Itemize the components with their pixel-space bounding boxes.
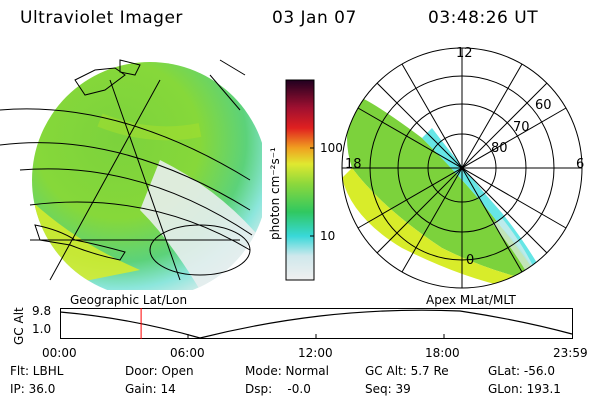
geographic-auroral-image bbox=[0, 59, 262, 290]
timeline-ylabel: GC Alt bbox=[12, 307, 26, 345]
timeline-xtick-1: 06:00 bbox=[170, 346, 205, 360]
glon-info: GLon: 193.1 bbox=[488, 382, 561, 396]
timeline-xtick-0: 00:00 bbox=[42, 346, 77, 360]
timeline-ticks bbox=[187, 334, 445, 339]
mlat-label-70: 70 bbox=[513, 120, 530, 135]
timeline-left-title: Geographic Lat/Lon bbox=[70, 293, 188, 307]
app-title: Ultraviolet Imager bbox=[20, 8, 183, 28]
mlt-label-12: 12 bbox=[456, 46, 473, 61]
mlt-label-6: 6 bbox=[576, 157, 585, 172]
gain-info: Gain: 14 bbox=[125, 382, 176, 396]
gc-alt-info: GC Alt: 5.7 Re bbox=[365, 364, 449, 378]
graticule-lines bbox=[0, 59, 253, 281]
timeline-xtick-2: 12:00 bbox=[298, 346, 333, 360]
polar-grid bbox=[341, 47, 583, 289]
colorbar-gradient bbox=[285, 79, 315, 281]
colorbar bbox=[285, 79, 315, 281]
mlat-label-80: 80 bbox=[491, 141, 508, 156]
mode-info: Mode: Normal bbox=[245, 364, 329, 378]
orbit-timeline bbox=[60, 308, 573, 339]
mlt-label-18: 18 bbox=[345, 157, 362, 172]
mlt-label-0: 0 bbox=[466, 253, 475, 268]
colorbar-tick-label-100: 100 bbox=[320, 141, 343, 155]
coastline-outlines bbox=[34, 59, 141, 261]
colorbar-tick-label-10: 10 bbox=[320, 229, 336, 243]
ip-info: IP: 36.0 bbox=[10, 382, 56, 396]
timeline-ytick-top: 9.8 bbox=[32, 304, 52, 318]
date-label: 03 Jan 07 bbox=[272, 8, 357, 28]
colorbar-unit-label: photon cm⁻²s⁻¹ bbox=[268, 147, 282, 240]
door-info: Door: Open bbox=[125, 364, 194, 378]
mlat-label-60: 60 bbox=[535, 98, 552, 113]
timeline-ytick-bottom: 1.0 bbox=[32, 322, 52, 336]
aurora-globe bbox=[32, 62, 262, 290]
dsp-info: Dsp: -0.0 bbox=[245, 382, 311, 396]
timeline-xtick-3: 18:00 bbox=[425, 346, 460, 360]
timeline-xtick-4: 23:59 bbox=[553, 346, 588, 360]
time-label: 03:48:26 UT bbox=[428, 8, 539, 28]
glat-info: GLat: -56.0 bbox=[488, 364, 555, 378]
timeline-right-title: Apex MLat/MLT bbox=[426, 293, 516, 307]
polar-auroral-plot bbox=[341, 47, 583, 289]
seq-info: Seq: 39 bbox=[365, 382, 411, 396]
filter-info: Flt: LBHL bbox=[10, 364, 64, 378]
altitude-curve bbox=[60, 309, 573, 339]
